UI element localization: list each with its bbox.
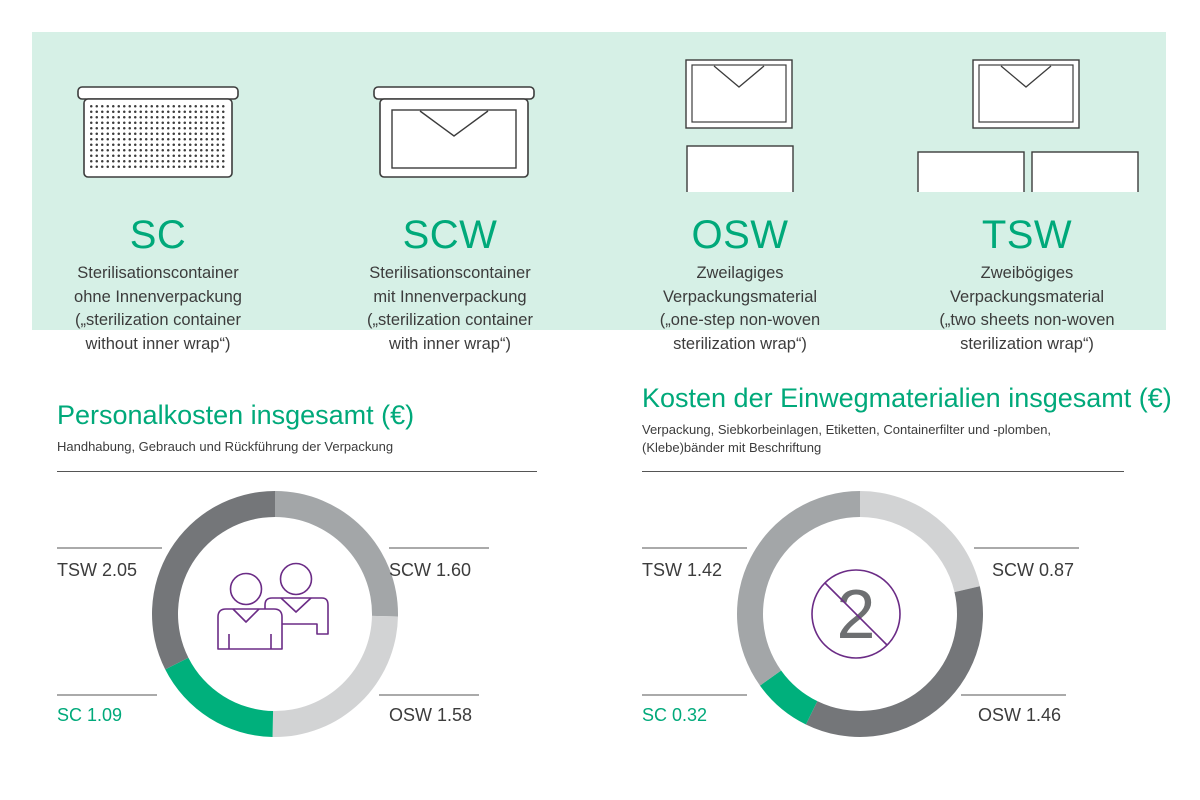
slice-label-scw: SCW 0.87 [992,560,1074,580]
type-desc-line: sterilization wrap“) [960,334,1094,353]
type-desc-line: Sterilisationscontainer [369,264,531,282]
type-desc-line: („sterilization container [367,311,533,329]
donut-slice-tsw [736,491,860,686]
type-desc-line: without inner wrap“) [85,334,231,353]
donut-slice-osw [272,615,398,737]
donut-chart-disposables: SCW 0.87 OSW 1.46 SC 0.32 TSW 1.42 [642,491,1079,738]
type-desc-line: Zweilagiges [696,264,784,282]
donut-slice-tsw [151,491,275,670]
type-desc-line: Sterilisationscontainer [77,264,239,282]
chart-subtitle-disposables-line2: (Klebe)bänder mit Beschriftung [642,440,822,455]
type-code: TSW [981,213,1073,257]
type-desc-line: Zweibögiges [980,264,1074,282]
slice-label-tsw: TSW 2.05 [57,560,137,580]
slice-label-tsw: TSW 1.42 [642,560,722,580]
chart-subtitle-disposables-line1: Verpackung, Siebkorbeinlagen, Etiketten,… [642,422,1052,437]
slice-label-sc: SC 0.32 [642,705,707,725]
slice-label-sc: SC 1.09 [57,705,122,725]
donut-slice-sc [759,670,818,725]
slice-label-osw: OSW 1.58 [389,705,472,725]
type-desc-line: („two sheets non-woven [939,311,1115,329]
donut-slice-sc [165,657,274,737]
type-desc-line: („sterilization container [75,311,241,329]
type-description: Zweilagiges Verpackungsmaterial („one-st… [610,262,870,356]
donut-slice-osw [805,586,983,738]
divider [57,471,537,472]
chart-title-disposables: Kosten der Einwegmaterialien insgesamt (… [642,383,1172,413]
donut-slice-scw [860,491,980,593]
chart-title-personnel: Personalkosten insgesamt (€) [57,400,415,430]
two-sheet-wrap-icon [917,59,1139,192]
type-description: Sterilisationscontainer mit Innenverpack… [320,262,580,356]
type-code: OSW [691,213,789,257]
donut-slice-scw [275,491,398,617]
type-code: SC [129,213,187,257]
type-osw: OSW Zweilagiges Verpackungsmaterial („on… [610,32,870,353]
type-scw: SCW Sterilisationscontainer mit Innenver… [320,32,580,353]
type-desc-line: mit Innenverpackung [373,287,527,306]
slice-label-scw: SCW 1.60 [389,560,471,580]
type-tsw: TSW Zweibögiges Verpackungsmaterial („tw… [897,32,1157,353]
type-desc-line: Verpackungsmaterial [662,287,818,306]
type-desc-line: sterilization wrap“) [673,334,807,353]
container-with-wrap-icon [373,86,535,178]
type-sc: SC Sterilisationscontainer ohne Innenver… [28,32,288,353]
container-perforated-icon [77,86,239,178]
type-description: Sterilisationscontainer ohne Innenverpac… [28,262,288,356]
type-desc-line: ohne Innenverpackung [74,287,242,306]
slice-label-osw: OSW 1.46 [978,705,1061,725]
type-desc-line: Verpackungsmaterial [949,287,1105,306]
type-description: Zweibögiges Verpackungsmaterial („two sh… [897,262,1157,356]
type-desc-line: with inner wrap“) [389,334,511,353]
no-single-use-icon: 2 [811,569,901,659]
type-desc-line: („one-step non-woven [659,311,821,329]
divider [642,471,1124,472]
two-layer-wrap-icon [685,59,794,192]
chart-subtitle-personnel: Handhabung, Gebrauch und Rückführung der… [57,439,394,454]
donut-chart-personnel: SCW 1.60 OSW 1.58 SC 1.09 TSW 2.05 [57,491,489,737]
type-code: SCW [402,213,498,257]
people-icon [217,562,329,650]
